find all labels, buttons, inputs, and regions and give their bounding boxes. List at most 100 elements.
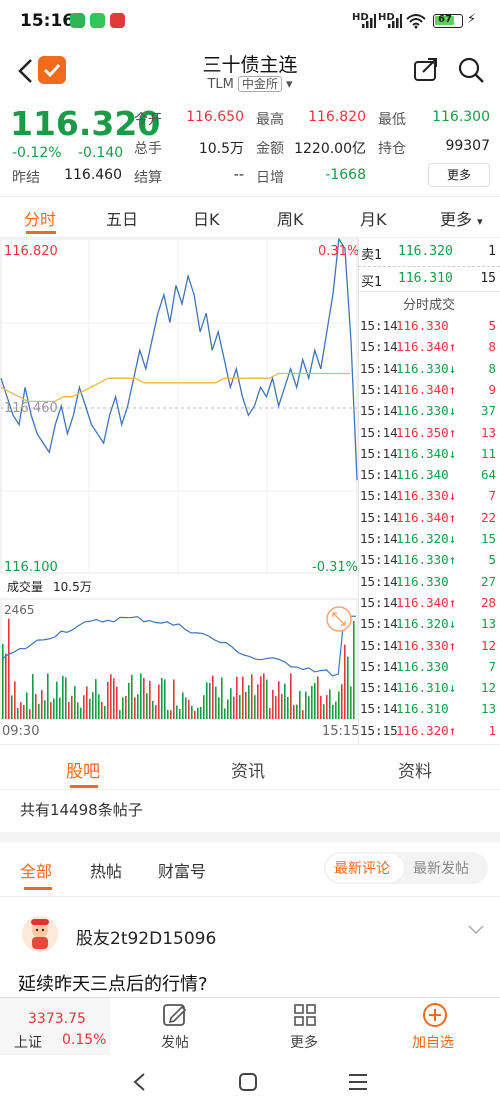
tab-monthly-k[interactable]: 月K bbox=[360, 210, 387, 229]
volume-bar bbox=[122, 697, 124, 719]
add-watchlist-button[interactable]: 加自选 bbox=[400, 998, 470, 1056]
change-value: -0.140 bbox=[78, 145, 124, 161]
back-icon[interactable] bbox=[16, 58, 34, 84]
time-start-label: 09:30 bbox=[2, 724, 40, 739]
tick-time: 15:14 bbox=[360, 318, 398, 333]
volume-bar bbox=[107, 681, 109, 719]
system-nav-bar bbox=[0, 1055, 500, 1111]
tick-time: 15:14 bbox=[360, 488, 398, 504]
chevron-down-icon[interactable] bbox=[468, 925, 484, 935]
volume-bar bbox=[230, 688, 232, 719]
volume-bar bbox=[347, 656, 349, 719]
tab-5day[interactable]: 五日 bbox=[106, 210, 139, 229]
post-button[interactable]: 发帖 bbox=[150, 998, 202, 1056]
volume-bar bbox=[317, 676, 319, 719]
post-text[interactable]: 延续昨天三点后的行情? bbox=[18, 974, 208, 995]
volume-bar bbox=[53, 698, 55, 719]
volume-bar bbox=[191, 705, 193, 719]
volume-bar bbox=[179, 709, 181, 719]
sort-latest-comment[interactable]: 最新评论 bbox=[334, 861, 390, 877]
tab-daily-k[interactable]: 日K bbox=[193, 210, 220, 229]
intraday-chart[interactable]: 116.820 0.31% 116.460 116.100 -0.31% 成交量… bbox=[0, 238, 358, 722]
tab-more[interactable]: 更多 ▾ bbox=[440, 206, 483, 230]
share-icon[interactable] bbox=[413, 56, 439, 82]
index-ticker[interactable]: 3373.75 上证 0.15% bbox=[0, 998, 110, 1056]
tick-row: 15:14 116.330↓ 7 bbox=[358, 486, 500, 507]
volume-title: 成交量 bbox=[7, 579, 43, 594]
chevron-down-icon: ▾ bbox=[286, 77, 293, 92]
volume-bar bbox=[20, 702, 22, 719]
tab-profile[interactable]: 资料 bbox=[398, 762, 432, 782]
buy-1-price: 116.310 bbox=[398, 271, 453, 286]
price-line bbox=[0, 238, 358, 481]
volume-bar bbox=[5, 653, 7, 719]
watchlist-check-icon[interactable] bbox=[38, 56, 66, 84]
volume-bar bbox=[290, 673, 292, 719]
volume-bar bbox=[326, 695, 328, 719]
post-username[interactable]: 股友2t92D15096 bbox=[76, 929, 217, 949]
volume-bar bbox=[182, 692, 184, 719]
amount-label: 金额 bbox=[256, 141, 284, 157]
bottom-pct-label: -0.31% bbox=[312, 560, 358, 575]
volume-bar bbox=[218, 697, 220, 719]
tick-volume: 22 bbox=[480, 509, 496, 525]
nav-home-icon[interactable] bbox=[238, 1072, 258, 1092]
tick-price: 116.310↓ bbox=[396, 680, 457, 696]
volume-bar bbox=[152, 701, 154, 719]
tick-time: 15:14 bbox=[360, 467, 398, 483]
volume-bar bbox=[176, 705, 178, 719]
nav-back-icon[interactable] bbox=[132, 1072, 148, 1092]
more-button[interactable]: 更多 bbox=[280, 998, 332, 1056]
instrument-code[interactable]: TLM 中金所 ▾ bbox=[0, 75, 500, 92]
tick-volume: 13 bbox=[480, 616, 496, 632]
tick-price: 116.330↑ bbox=[396, 552, 457, 568]
volume-bar bbox=[248, 685, 250, 719]
volume-bar bbox=[314, 682, 316, 719]
sort-latest-post[interactable]: 最新发帖 bbox=[413, 861, 469, 877]
tick-volume: 8 bbox=[488, 339, 496, 355]
tick-price: 116.330↓ bbox=[396, 360, 457, 376]
volume-bar bbox=[296, 704, 298, 719]
nav-menu-icon[interactable] bbox=[348, 1073, 368, 1091]
volume-bar bbox=[50, 702, 52, 719]
more-quote-button[interactable]: 更多 bbox=[428, 163, 490, 187]
tick-row: 15:14 116.330 27 bbox=[358, 572, 500, 593]
tick-price: 116.330↓ bbox=[396, 403, 457, 419]
sell-1-vol: 1 bbox=[488, 244, 496, 259]
tick-volume: 12 bbox=[480, 637, 496, 653]
open-interest-line bbox=[1, 614, 357, 677]
tick-volume: 7 bbox=[488, 488, 496, 504]
signal-icon bbox=[388, 14, 402, 28]
tick-price: 116.340↑ bbox=[396, 339, 457, 355]
feed-tab-wealth[interactable]: 财富号 bbox=[158, 862, 207, 881]
volume-bar bbox=[344, 644, 346, 719]
volume-bar bbox=[56, 681, 58, 719]
tick-volume: 11 bbox=[480, 445, 496, 461]
volume-bar bbox=[197, 707, 199, 719]
sell-1-row: 卖1 116.320 1 bbox=[358, 242, 500, 263]
tick-time: 15:14 bbox=[360, 531, 398, 546]
tab-intraday[interactable]: 分时 bbox=[24, 210, 57, 229]
tick-time: 15:14 bbox=[360, 573, 398, 589]
tick-row: 15:14 116.340↑ 9 bbox=[358, 380, 500, 401]
volume-bar bbox=[140, 673, 142, 719]
feed-tab-hot[interactable]: 热帖 bbox=[90, 862, 123, 881]
tab-weekly-k[interactable]: 周K bbox=[277, 210, 304, 229]
tick-time: 15:14 bbox=[360, 339, 398, 355]
buy-1-row: 买1 116.310 15 bbox=[358, 269, 500, 290]
search-icon[interactable] bbox=[457, 56, 485, 84]
tick-price: 116.320↑ bbox=[396, 722, 457, 738]
feed-tab-all[interactable]: 全部 bbox=[20, 862, 53, 881]
open-label: 今开 bbox=[134, 112, 162, 128]
avatar[interactable] bbox=[22, 916, 58, 952]
volume-bar bbox=[113, 678, 115, 719]
volume-bar bbox=[74, 686, 76, 719]
volume-bar bbox=[146, 693, 148, 719]
tab-news[interactable]: 资讯 bbox=[231, 762, 265, 782]
tick-price: 116.340↑ bbox=[396, 594, 457, 610]
tick-volume: 13 bbox=[480, 424, 496, 440]
tab-guba[interactable]: 股吧 bbox=[66, 762, 100, 782]
volume-bar bbox=[299, 690, 301, 719]
volume-bar bbox=[11, 695, 13, 719]
tick-price: 116.310 bbox=[396, 701, 449, 717]
